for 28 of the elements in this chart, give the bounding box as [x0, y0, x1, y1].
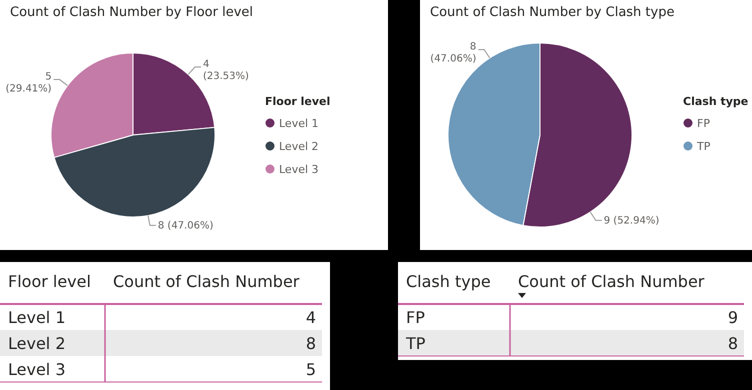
data-label: 5 (29.41%)	[6, 72, 52, 95]
data-label: 8 (47.06%)	[158, 220, 214, 232]
category-label: TP	[405, 334, 426, 353]
text: Count of Clash Number	[518, 272, 705, 291]
category-label: Level 2	[8, 334, 66, 353]
category-label: Level 3	[8, 360, 66, 379]
data-label: 8 (47.06%)	[430, 42, 476, 65]
legend-title: Clash type	[683, 95, 748, 108]
data-label: 9	[728, 308, 738, 327]
category-label: Level 1	[8, 308, 66, 327]
data-label: 8	[728, 334, 738, 353]
text: Floor level	[8, 272, 91, 291]
data-label: 8	[306, 334, 316, 353]
chart-title: Count of Clash Number by Clash type	[430, 5, 674, 20]
legend-label: Level 1	[279, 117, 319, 130]
legend-label: Level 3	[279, 163, 319, 176]
text: Count of Clash Number	[113, 272, 300, 291]
legend-label: TP	[696, 140, 711, 153]
legend-title: Floor level	[265, 95, 330, 108]
legend-label: FP	[697, 117, 710, 130]
category-label: FP	[406, 308, 426, 327]
data-label: 4 (23.53%)	[202, 59, 250, 82]
text: Clash type	[406, 272, 491, 291]
data-label: 9 (52.94%)	[604, 215, 660, 226]
data-label: 4	[306, 308, 316, 327]
chart-title: Count of Clash Number by Floor level	[10, 5, 254, 20]
legend-label: Level 2	[279, 140, 319, 153]
data-label: 5	[306, 360, 316, 379]
